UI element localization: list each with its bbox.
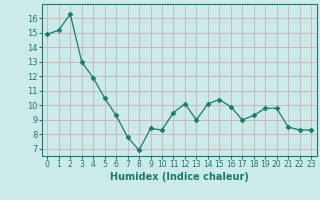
X-axis label: Humidex (Indice chaleur): Humidex (Indice chaleur) bbox=[110, 172, 249, 182]
